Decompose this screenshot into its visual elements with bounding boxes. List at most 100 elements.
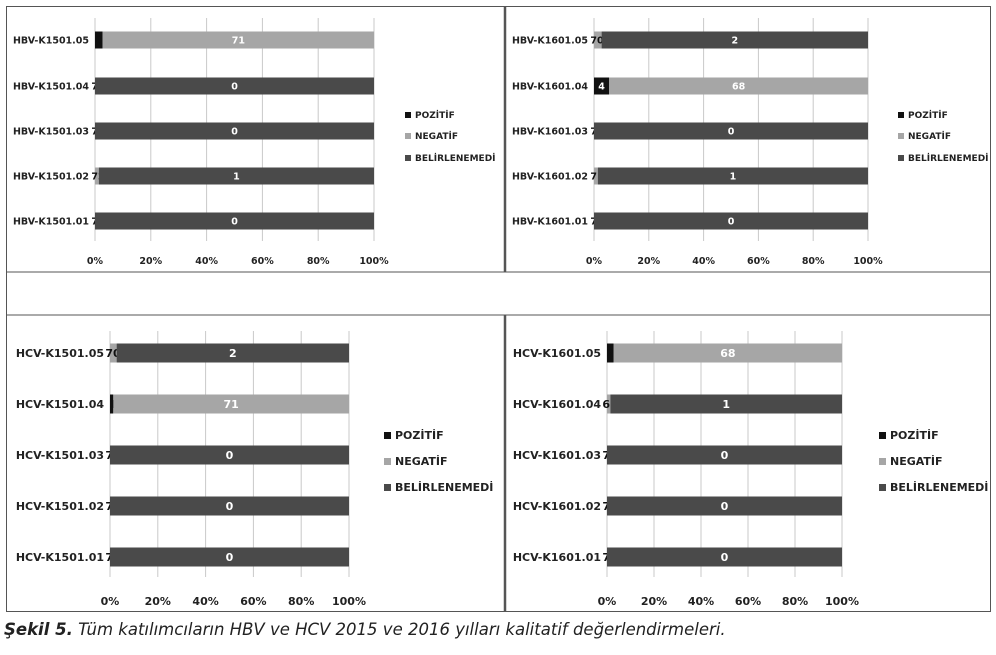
category-label: HCV-K1501.02 xyxy=(16,500,104,513)
x-tick-label: 40% xyxy=(195,256,218,267)
data-label: 0 xyxy=(226,449,234,462)
data-label: 2 xyxy=(606,347,614,360)
category-label: HCV-K1601.03 xyxy=(513,449,601,462)
x-tick-label: 80% xyxy=(307,256,330,267)
data-label: 0 xyxy=(721,500,729,513)
data-label: 0 xyxy=(231,81,238,92)
figure-caption: Şekil 5. Tüm katılımcıların HBV ve HCV 2… xyxy=(4,620,994,639)
category-label: HBV-K1601.01 xyxy=(512,216,588,227)
legend-label: NEGATİF xyxy=(890,454,943,468)
category-label: HBV-K1501.02 xyxy=(13,171,89,182)
x-tick-label: 20% xyxy=(139,256,162,267)
legend-swatch xyxy=(898,155,904,161)
bar-segment xyxy=(610,394,842,414)
data-label: 71 xyxy=(232,35,245,46)
bar-segment xyxy=(95,212,374,230)
bar-segment xyxy=(607,496,842,516)
x-tick-label: 0% xyxy=(598,595,617,608)
bar-segment xyxy=(594,122,868,140)
legend-swatch xyxy=(384,458,391,465)
legend-label: BELİRLENEMEDİ xyxy=(908,153,989,164)
data-label: 2 xyxy=(731,35,738,46)
x-tick-label: 100% xyxy=(853,256,883,267)
category-label: HCV-K1601.04 xyxy=(513,398,602,411)
category-label: HCV-K1601.01 xyxy=(513,551,601,564)
bar-segment xyxy=(113,394,349,414)
data-label: 71 xyxy=(590,171,603,182)
legend-label: POZİTİF xyxy=(908,110,948,121)
bar-segment xyxy=(95,77,374,95)
data-label: 1 xyxy=(109,398,117,411)
legend-label: BELİRLENEMEDİ xyxy=(395,480,493,494)
data-label: 70 xyxy=(590,35,604,46)
bar-segment xyxy=(110,394,114,414)
legend-swatch xyxy=(879,484,886,491)
chart-panel-4: 0% 20% 40% 60% 80% 100% HCV-K1601.05 2 68 HCV-K16… xyxy=(513,331,988,608)
bar-segment xyxy=(594,31,602,49)
bar-segment xyxy=(607,445,842,465)
bar-segment xyxy=(607,343,614,363)
x-tick-label: 20% xyxy=(145,595,171,608)
category-label: HCV-K1501.05 xyxy=(16,347,104,360)
data-label: 68 xyxy=(720,347,735,360)
category-label: HBV-K1601.04 xyxy=(512,81,588,92)
bar-segment xyxy=(95,31,103,49)
data-label: 1 xyxy=(722,398,730,411)
category-label: HCV-K1601.02 xyxy=(513,500,601,513)
x-tick-label: 60% xyxy=(735,595,761,608)
chart-panel-2: 0% 20% 40% 60% 80% 100% HBV-K1601.05 70 2 HBV-K16… xyxy=(512,18,989,267)
category-label: HCV-K1501.04 xyxy=(16,398,105,411)
data-label: 0 xyxy=(721,449,729,462)
legend-swatch xyxy=(405,112,411,118)
legend-label: POZİTİF xyxy=(415,110,455,121)
legend-swatch xyxy=(898,133,904,139)
bar-segment xyxy=(607,547,842,567)
x-tick-label: 40% xyxy=(692,256,715,267)
legend-swatch xyxy=(384,484,391,491)
legend-swatch xyxy=(879,432,886,439)
legend-label: NEGATİF xyxy=(415,131,458,142)
x-tick-label: 100% xyxy=(825,595,859,608)
caption-label: Şekil 5. xyxy=(4,620,73,639)
data-label: 0 xyxy=(728,126,735,137)
category-label: HBV-K1501.04 xyxy=(13,81,89,92)
category-label: HBV-K1601.03 xyxy=(512,126,588,137)
bar-segment xyxy=(601,31,868,49)
legend-label: BELİRLENEMEDİ xyxy=(415,153,496,164)
data-label: 0 xyxy=(226,551,234,564)
bar-segment xyxy=(116,343,349,363)
x-tick-label: 60% xyxy=(747,256,770,267)
bar-segment xyxy=(102,31,375,49)
data-label: 2 xyxy=(95,35,102,46)
data-label: 1 xyxy=(233,171,240,182)
legend-swatch xyxy=(384,432,391,439)
data-label: 0 xyxy=(226,500,234,513)
data-label: 0 xyxy=(721,551,729,564)
x-tick-label: 60% xyxy=(240,595,266,608)
bar-segment xyxy=(594,212,868,230)
caption-text: Tüm katılımcıların HBV ve HCV 2015 ve 20… xyxy=(72,620,726,639)
bar-segment xyxy=(110,445,349,465)
bar-segment xyxy=(613,343,842,363)
legend-label: BELİRLENEMEDİ xyxy=(890,480,988,494)
data-label: 0 xyxy=(231,216,238,227)
x-tick-label: 100% xyxy=(332,595,366,608)
x-tick-label: 80% xyxy=(782,595,808,608)
legend-label: POZİTİF xyxy=(890,428,939,442)
x-tick-label: 80% xyxy=(802,256,825,267)
data-label: 1 xyxy=(730,171,737,182)
data-label: 0 xyxy=(728,216,735,227)
bar-segment xyxy=(95,167,99,185)
legend-swatch xyxy=(879,458,886,465)
x-tick-label: 20% xyxy=(637,256,660,267)
bar-segment xyxy=(110,343,117,363)
legend-swatch xyxy=(405,133,411,139)
category-label: HBV-K1601.05 xyxy=(512,35,588,46)
bar-segment xyxy=(594,167,598,185)
legend-swatch xyxy=(405,155,411,161)
chart-panel-3: 0% 20% 40% 60% 80% 100%HCV-K1501.05 70 2HCV-K15… xyxy=(16,331,493,608)
category-label: HCV-K1601.05 xyxy=(513,347,601,360)
x-tick-label: 40% xyxy=(192,595,218,608)
category-label: HCV-K1501.03 xyxy=(16,449,104,462)
x-tick-label: 80% xyxy=(288,595,314,608)
